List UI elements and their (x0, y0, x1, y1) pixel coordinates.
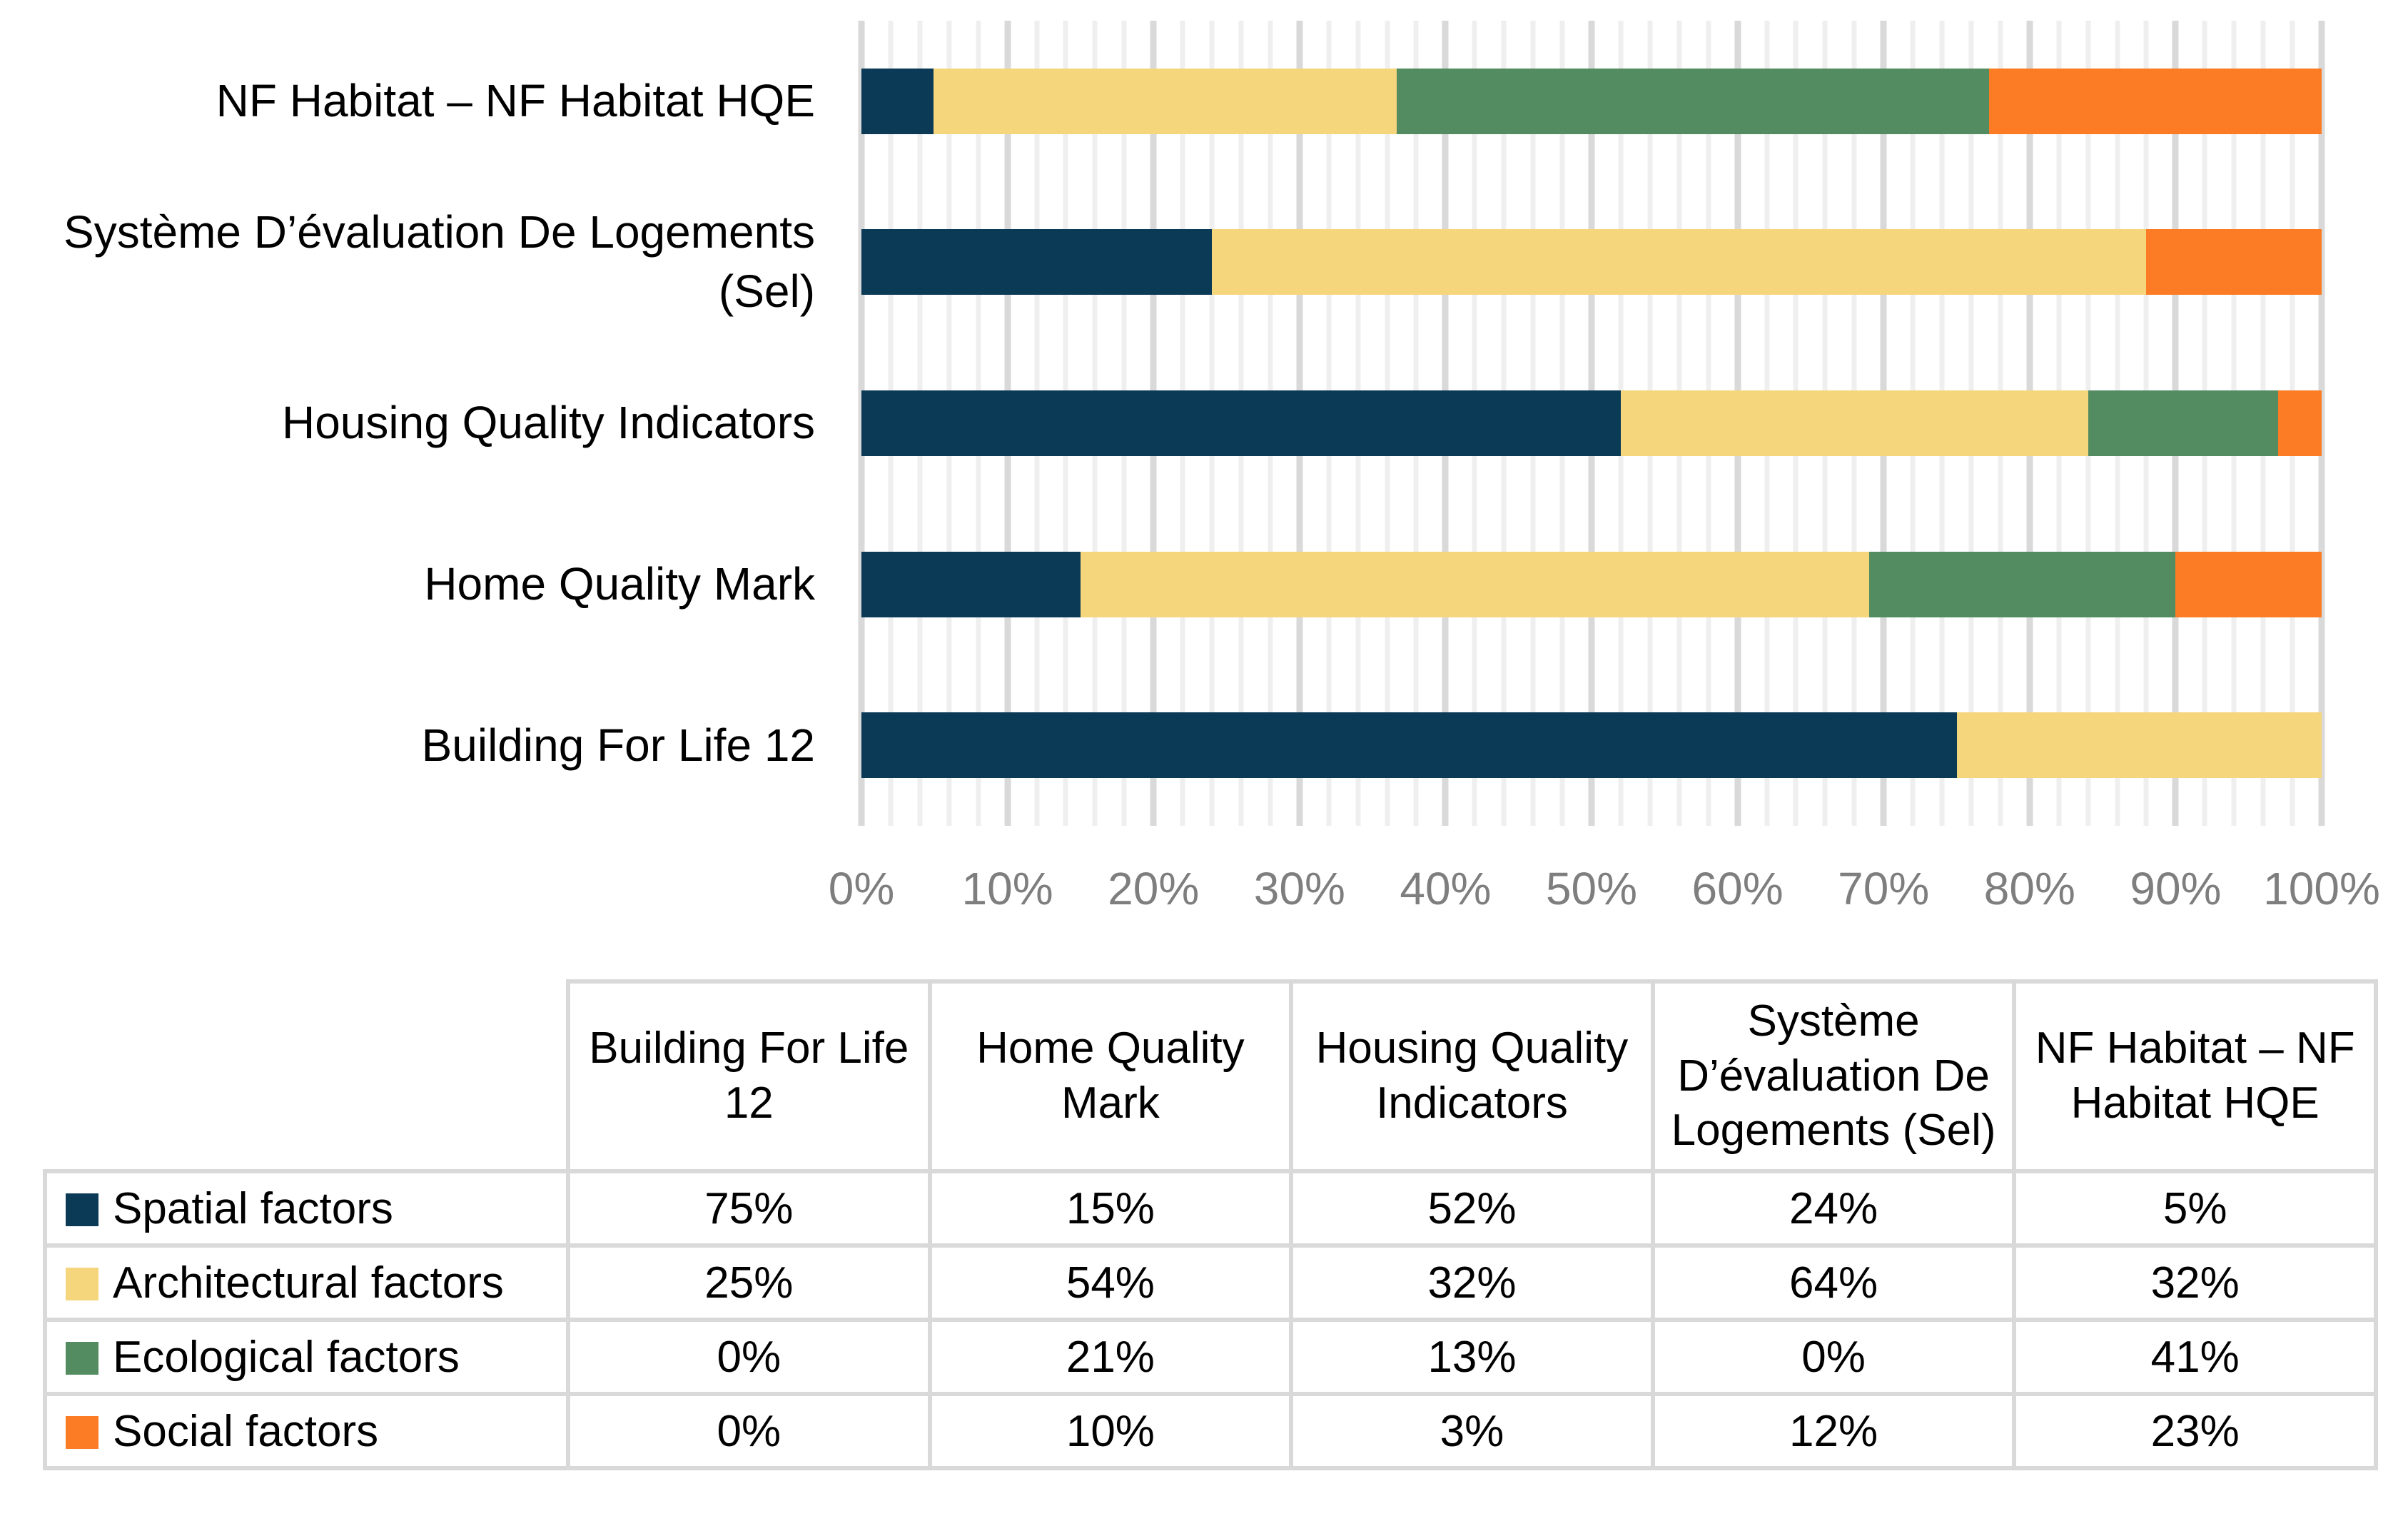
value-cell: 12% (1650, 1392, 2017, 1470)
bar-slot (861, 665, 2322, 826)
value-cell: 32% (1289, 1243, 1655, 1322)
x-tick-label: 40% (1400, 863, 1492, 914)
x-tick-label: 90% (2130, 863, 2222, 914)
category-label: Housing Quality Indicators (281, 397, 815, 449)
bar-segment-social-factors (2277, 390, 2322, 456)
value-cell: 64% (1650, 1243, 2017, 1322)
column-header-syst-me-d-valuation-de-logements-sel: Système D’évaluation De Logements (Sel) (1650, 979, 2017, 1173)
x-tick-label: 20% (1108, 863, 1200, 914)
category-label: Building For Life 12 (421, 719, 815, 771)
value-cell: 24% (1650, 1169, 2017, 1248)
category-label: Home Quality Mark (424, 557, 815, 610)
value-cell: 3% (1289, 1392, 1655, 1470)
value-cell: 54% (927, 1243, 1294, 1322)
x-tick-label: 50% (1545, 863, 1638, 914)
column-header-building-for-life-12: Building For Life 12 (566, 979, 932, 1173)
value-cell: 0% (566, 1392, 932, 1470)
bar-rows (861, 21, 2322, 826)
row-label-cell: Social factors (43, 1392, 570, 1470)
x-tick-label: 80% (1983, 863, 2075, 914)
value-cell: 13% (1289, 1318, 1655, 1396)
bar-slot (861, 182, 2322, 343)
legend-swatch-spatial-factors (66, 1193, 98, 1226)
row-label: Architectural factors (113, 1258, 504, 1308)
x-tick-label: 100% (2263, 863, 2380, 914)
bar-slot (861, 504, 2322, 665)
row-label-cell: Spatial factors (43, 1169, 570, 1248)
table-row-spatial-factors: Spatial factors 75% 15% 52% 24% 5% (43, 1169, 2378, 1248)
factors-table: Building For Life 12 Home Quality Mark Hou… (43, 979, 2378, 1470)
legend-swatch-architectural-factors (66, 1267, 98, 1300)
stacked-bar-nf-habitat-nf-habitat-hqe (861, 68, 2322, 134)
table-row-architectural-factors: Architectural factors 25% 54% 32% 64% 32% (43, 1243, 2378, 1322)
bar-segment-architectural-factors (1212, 229, 2147, 295)
bar-segment-architectural-factors (1080, 551, 1869, 617)
table-row-social-factors: Social factors 0% 10% 3% 12% 23% (43, 1392, 2378, 1470)
bar-segment-social-factors (2175, 551, 2322, 617)
value-cell: 23% (2012, 1392, 2378, 1470)
plot-area (858, 21, 2325, 826)
bar-segment-architectural-factors (1956, 712, 2322, 779)
legend-swatch-social-factors (66, 1415, 98, 1449)
table-body: Spatial factors 75% 15% 52% 24% 5% Architectur… (43, 1169, 2378, 1470)
x-axis: 0% 10% 20% 30% 40% 50% 60% 70% 80% 90% 100% (829, 862, 2380, 934)
row-label-cell: Architectural factors (43, 1243, 570, 1322)
value-cell: 32% (2012, 1243, 2378, 1322)
major-gridline (2318, 21, 2325, 826)
table-row-ecological-factors: Ecological factors 0% 21% 13% 0% 41% (43, 1318, 2378, 1396)
value-cell: 0% (1650, 1318, 2017, 1396)
x-tick-label: 60% (1691, 863, 1784, 914)
bar-segment-architectural-factors (934, 68, 1397, 134)
bar-segment-ecological-factors (1396, 68, 1990, 134)
x-tick-label: 70% (1838, 863, 1930, 914)
x-tick-label: 0% (828, 863, 895, 914)
table-header: Building For Life 12 Home Quality Mark Hou… (45, 979, 2378, 1173)
bar-slot (861, 343, 2322, 504)
bar-segment-spatial-factors (861, 712, 1957, 779)
bar-segment-spatial-factors (861, 390, 1621, 456)
bar-segment-ecological-factors (2088, 390, 2278, 456)
stacked-bar-syst-me-d-valuation-de-logements-sel (861, 229, 2322, 295)
value-cell: 41% (2012, 1318, 2378, 1396)
x-tick-label: 30% (1253, 863, 1345, 914)
bar-segment-spatial-factors (861, 229, 1213, 295)
bar-segment-ecological-factors (1868, 551, 2176, 617)
bar-segment-social-factors (1989, 68, 2322, 134)
stacked-bar-home-quality-mark (861, 551, 2322, 617)
column-header-nf-habitat-nf-habitat-hqe: NF Habitat – NF Habitat HQE (2012, 979, 2378, 1173)
row-label: Spatial factors (113, 1183, 393, 1233)
bar-segment-spatial-factors (861, 551, 1081, 617)
stacked-bar-building-for-life-12 (861, 712, 2322, 779)
value-cell: 15% (927, 1169, 1294, 1248)
category-axis: NF Habitat – NF Habitat HQE Système D’éva… (0, 21, 834, 826)
value-cell: 52% (1289, 1169, 1655, 1248)
row-label-cell: Ecological factors (43, 1318, 570, 1396)
row-label: Social factors (113, 1406, 379, 1456)
category-label: NF Habitat – NF Habitat HQE (216, 75, 815, 127)
row-label: Ecological factors (113, 1332, 460, 1382)
x-tick-label: 10% (961, 863, 1053, 914)
category-label: Système D’évaluation De Logements (Sel) (64, 206, 815, 318)
bar-segment-social-factors (2146, 229, 2322, 295)
column-header-home-quality-mark: Home Quality Mark (927, 979, 1294, 1173)
value-cell: 10% (927, 1392, 1294, 1470)
legend-swatch-ecological-factors (66, 1341, 98, 1375)
column-header-housing-quality-indicators: Housing Quality Indicators (1289, 979, 1655, 1173)
bar-slot (861, 21, 2322, 182)
value-cell: 25% (566, 1243, 932, 1322)
value-cell: 21% (927, 1318, 1294, 1396)
stacked-bar-housing-quality-indicators (861, 390, 2322, 456)
table-corner-cell (45, 981, 568, 1171)
bar-segment-architectural-factors (1620, 390, 2088, 456)
bar-segment-spatial-factors (861, 68, 934, 134)
value-cell: 5% (2012, 1169, 2378, 1248)
value-cell: 0% (566, 1318, 932, 1396)
value-cell: 75% (566, 1169, 932, 1248)
